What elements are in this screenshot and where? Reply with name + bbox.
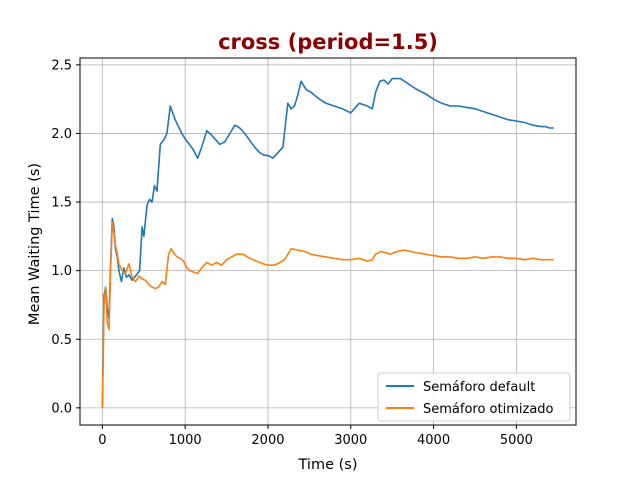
series-line-otimizado [101,221,554,408]
x-axis-label: Time (s) [298,457,358,473]
x-tick-label: 1000 [169,433,202,448]
plot-frame [79,57,577,426]
x-tick-label: 0 [98,433,106,448]
x-axis-ticks: 0 1000 2000 3000 4000 5000 [98,425,533,448]
y-tick-label: 1.0 [51,264,72,279]
y-tick-label: 2.0 [51,127,72,142]
y-axis-ticks: 0.0 0.5 1.0 1.5 2.0 2.5 [51,58,80,416]
x-tick-label: 4000 [417,433,450,448]
legend-label-default: Semáforo default [423,380,535,395]
y-axis-label: Mean Waiting Time (s) [27,163,43,325]
series-layer [101,77,554,408]
y-tick-label: 1.5 [51,196,72,211]
x-tick-label: 2000 [251,433,284,448]
series-line-default [101,77,554,408]
y-tick-label: 0.0 [51,401,72,416]
legend-label-otimizado: Semáforo otimizado [423,402,554,417]
chart-title: cross (period=1.5) [218,30,438,54]
x-tick-label: 5000 [500,433,533,448]
y-tick-label: 0.5 [51,333,72,348]
y-tick-label: 2.5 [51,58,72,73]
legend-box [377,372,571,422]
grid [80,58,576,425]
legend: Semáforo default Semáforo otimizado [377,372,571,422]
x-tick-label: 3000 [334,433,367,448]
